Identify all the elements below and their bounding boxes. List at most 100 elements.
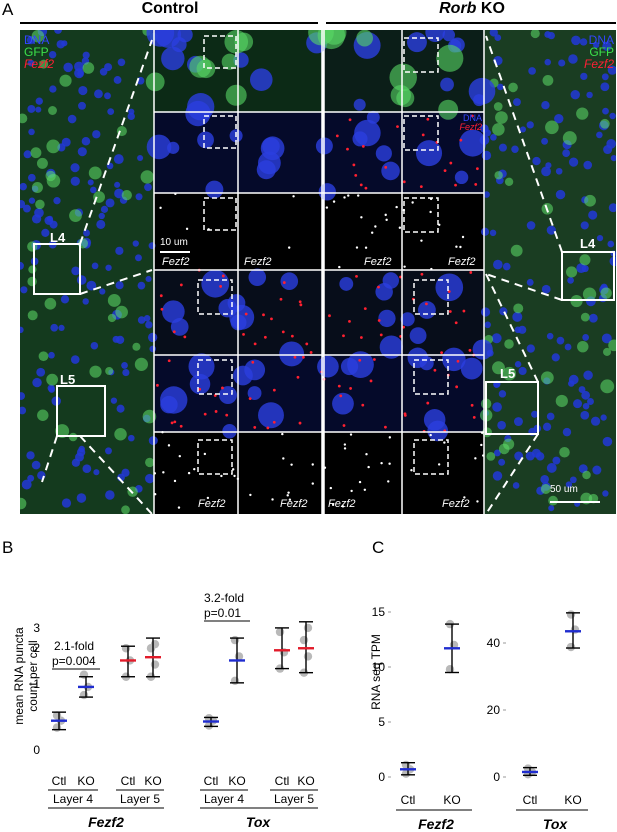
nucleus [442,28,456,42]
gfp-cell [582,287,597,301]
header-rorb-gene: Rorb [439,0,477,17]
nucleus [86,280,97,291]
nucleus [578,386,586,393]
rna-puncta-signal [332,200,336,203]
nucleus [378,309,396,328]
nucleus [105,264,112,271]
rna-puncta [399,275,402,279]
gfp-cell [498,443,510,455]
rna-puncta [419,185,423,188]
nucleus [105,447,112,455]
panel-c-ytick-left: 0 [378,770,385,784]
nucleus [22,204,31,213]
nucleus [37,471,46,480]
panel-b-gene-label: Fezf2 [88,814,124,830]
nucleus [171,37,187,53]
nucleus [562,427,572,437]
gfp-cell [46,139,61,154]
ko-l5-gene-row [324,432,484,514]
nucleus [121,362,128,369]
rna-puncta-signal [403,265,406,268]
nucleus [484,321,491,329]
rna-puncta [443,169,447,173]
nucleus [19,182,27,191]
gfp-cell [504,339,514,349]
data-point [79,690,89,700]
rna-puncta-signal [311,463,314,466]
rna-puncta [355,274,358,278]
gfp-cell [582,470,591,480]
nucleus [146,134,172,160]
nucleus [454,170,469,185]
nucleus [48,50,57,59]
nucleus [489,28,498,37]
rna-puncta-signal [357,194,360,197]
gfp-cell [46,373,59,386]
rna-puncta [454,321,458,325]
gfp-cell [115,305,128,319]
tile-gene-label: Fezf2 [198,498,226,510]
panel-label-c: C [372,538,385,557]
rna-puncta-signal [388,436,392,439]
nucleus [588,313,598,323]
nucleus [144,183,152,192]
nucleus [546,412,555,421]
panel-b-xtick-ko: KO [144,774,161,788]
panel-b-ytick: 2 [33,641,40,655]
rna-puncta [299,303,303,307]
nucleus [588,210,598,220]
nucleus [562,149,571,158]
nucleus [596,234,604,242]
nucleus [472,339,493,360]
nucleus [112,335,120,343]
nucleus [70,355,80,364]
gfp-cell [31,29,45,43]
nucleus [602,436,613,447]
panel-c-tickmarks-left [388,611,391,778]
nucleus [26,451,35,460]
nucleus [546,332,554,340]
gfp-cell [69,209,82,222]
data-point [275,627,285,637]
rna-puncta [426,401,430,405]
rna-puncta-signal [384,213,387,217]
nucleus [602,490,609,497]
rna-puncta [354,173,358,177]
data-point [401,760,411,770]
rna-puncta-signal [286,494,289,497]
gfp-cell [39,59,49,69]
rna-puncta [448,310,452,313]
rna-puncta-signal [420,239,423,242]
panel-label-a: A [2,0,14,19]
legend-right-dna: DNA [588,33,614,47]
gfp-cell [502,366,517,381]
rna-puncta [456,359,460,363]
panel-c-marks [400,610,581,779]
nucleus [519,126,527,133]
rna-puncta [290,334,294,338]
rna-puncta [348,319,351,323]
rna-puncta-signal [193,467,196,471]
nucleus [137,154,144,162]
rna-puncta [298,300,302,304]
panel-b-layer-label: Layer 4 [53,792,93,806]
rna-puncta [384,425,387,429]
data-point [566,642,576,652]
nucleus [579,38,588,46]
gfp-cell [508,82,518,93]
tile-grid [153,30,485,514]
nucleus [20,286,28,294]
rna-puncta-signal [443,441,446,444]
gfp-cell [107,294,121,307]
nucleus [339,276,354,291]
gfp-cell [37,409,49,421]
gfp-cell [30,147,42,159]
nucleus [580,221,589,230]
panel-c-ytick-left: 5 [378,715,385,729]
legend-left-gene: Fezf2 [24,57,55,71]
nucleus [607,240,615,248]
nucleus [552,456,561,465]
rna-puncta [253,342,257,346]
nucleus [332,392,354,415]
rna-puncta-signal [355,246,359,249]
